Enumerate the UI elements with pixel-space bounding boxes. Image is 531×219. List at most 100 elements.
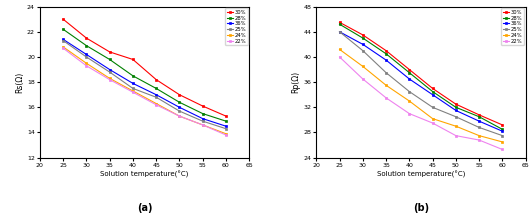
24% (176, 115, 183, 117)
22% (223, 134, 229, 136)
30% (430, 87, 436, 90)
Y-axis label: Rs(Ω): Rs(Ω) (15, 71, 24, 93)
Line: 36%: 36% (62, 38, 227, 128)
X-axis label: Solution temperature(°C): Solution temperature(°C) (100, 170, 189, 178)
25% (153, 96, 159, 99)
22% (130, 91, 136, 94)
25% (200, 120, 206, 122)
25% (359, 49, 366, 52)
25% (223, 127, 229, 130)
30% (336, 21, 342, 24)
28% (176, 101, 183, 104)
Line: 24%: 24% (338, 48, 504, 143)
30% (359, 34, 366, 36)
24% (453, 125, 459, 127)
25% (476, 126, 482, 129)
Legend: 30%, 28%, 36%, 25%, 24%, 22%: 30%, 28%, 36%, 25%, 24%, 22% (225, 8, 247, 45)
28% (499, 128, 506, 131)
24% (359, 65, 366, 68)
30% (223, 115, 229, 117)
22% (176, 115, 183, 117)
30% (383, 49, 389, 52)
24% (130, 90, 136, 92)
22% (359, 78, 366, 80)
24% (406, 100, 413, 102)
24% (153, 102, 159, 105)
22% (499, 148, 506, 151)
36% (130, 82, 136, 85)
22% (106, 78, 113, 81)
28% (223, 120, 229, 122)
Y-axis label: Rp(Ω): Rp(Ω) (292, 71, 301, 93)
36% (476, 120, 482, 122)
30% (60, 18, 66, 20)
36% (359, 43, 366, 46)
30% (499, 124, 506, 126)
24% (476, 134, 482, 137)
36% (383, 59, 389, 61)
36% (60, 38, 66, 41)
30% (176, 93, 183, 96)
28% (359, 37, 366, 39)
25% (453, 115, 459, 118)
Line: 36%: 36% (338, 30, 504, 133)
36% (176, 106, 183, 109)
Line: 24%: 24% (62, 46, 227, 135)
28% (476, 115, 482, 118)
24% (430, 117, 436, 120)
30% (83, 37, 90, 39)
Line: 30%: 30% (62, 18, 227, 118)
25% (83, 56, 90, 58)
24% (499, 141, 506, 143)
24% (60, 46, 66, 48)
22% (430, 122, 436, 124)
25% (406, 90, 413, 93)
Text: (a): (a) (137, 203, 152, 213)
30% (106, 51, 113, 53)
28% (153, 87, 159, 90)
36% (430, 93, 436, 96)
Line: 22%: 22% (62, 47, 227, 136)
36% (200, 117, 206, 120)
28% (336, 23, 342, 26)
28% (453, 106, 459, 109)
22% (406, 112, 413, 115)
24% (336, 48, 342, 51)
22% (83, 64, 90, 67)
30% (153, 78, 159, 81)
25% (106, 71, 113, 73)
25% (430, 106, 436, 109)
25% (336, 30, 342, 33)
30% (476, 113, 482, 116)
28% (406, 71, 413, 74)
36% (83, 53, 90, 56)
22% (200, 124, 206, 126)
22% (453, 134, 459, 137)
36% (499, 130, 506, 132)
22% (336, 56, 342, 58)
28% (106, 58, 113, 61)
30% (130, 58, 136, 61)
28% (130, 74, 136, 77)
24% (200, 124, 206, 126)
Line: 30%: 30% (338, 21, 504, 126)
Line: 25%: 25% (62, 39, 227, 130)
22% (153, 104, 159, 106)
24% (223, 132, 229, 135)
36% (453, 109, 459, 112)
30% (453, 103, 459, 106)
36% (106, 68, 113, 71)
Line: 28%: 28% (62, 28, 227, 123)
36% (223, 125, 229, 127)
28% (60, 28, 66, 30)
30% (200, 105, 206, 107)
36% (153, 93, 159, 96)
Line: 22%: 22% (338, 56, 504, 151)
24% (83, 62, 90, 65)
Legend: 30%, 28%, 36%, 25%, 24%, 22%: 30%, 28%, 36%, 25%, 24%, 22% (501, 8, 524, 45)
Line: 25%: 25% (338, 30, 504, 137)
28% (430, 90, 436, 93)
Text: (b): (b) (413, 203, 429, 213)
25% (60, 39, 66, 42)
22% (383, 97, 389, 99)
